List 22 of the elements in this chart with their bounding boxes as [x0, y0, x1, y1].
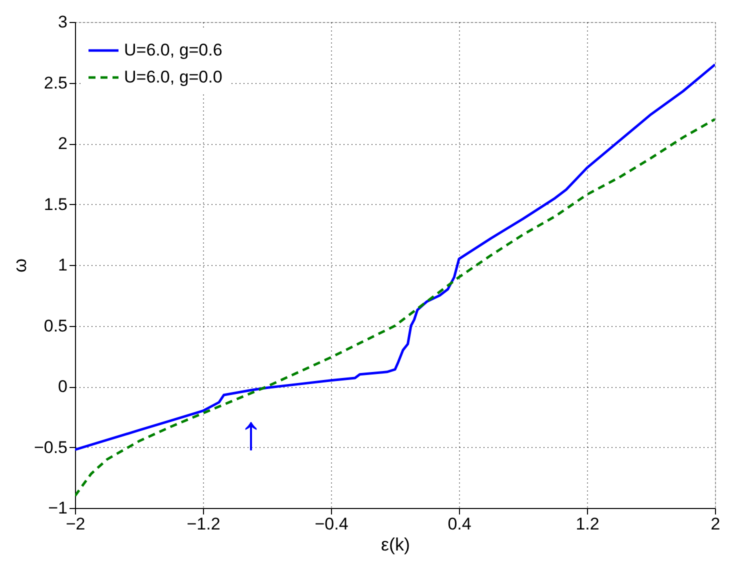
x-tick-label: 1.2 — [576, 514, 600, 534]
x-tick-label: −0.4 — [314, 514, 348, 534]
y-tick-label: 2.5 — [44, 73, 68, 92]
x-tick-label: −1.2 — [186, 514, 220, 534]
legend-label: U=6.0, g=0.0 — [124, 68, 222, 86]
y-tick-label: 2 — [58, 134, 68, 153]
y-tick-label: −1 — [48, 498, 68, 518]
y-tick-label: 0.5 — [44, 316, 68, 336]
x-tick-label: 2 — [710, 514, 720, 534]
x-axis-title: ε(k) — [380, 534, 410, 554]
y-axis-title: ω — [10, 258, 30, 273]
x-tick-label: −2 — [66, 514, 86, 534]
x-tick-label: 0.4 — [448, 514, 472, 534]
line-series — [75, 118, 715, 498]
y-tick-label: 1.5 — [44, 194, 68, 214]
line-series — [75, 63, 715, 451]
annotation: ↑ — [239, 407, 263, 460]
y-tick-label: 0 — [58, 377, 68, 396]
y-tick-label: 1 — [58, 256, 68, 274]
legend-label: U=6.0, g=0.6 — [124, 40, 222, 60]
y-tick-label: 3 — [58, 12, 68, 32]
y-tick-label: −0.5 — [34, 438, 68, 457]
